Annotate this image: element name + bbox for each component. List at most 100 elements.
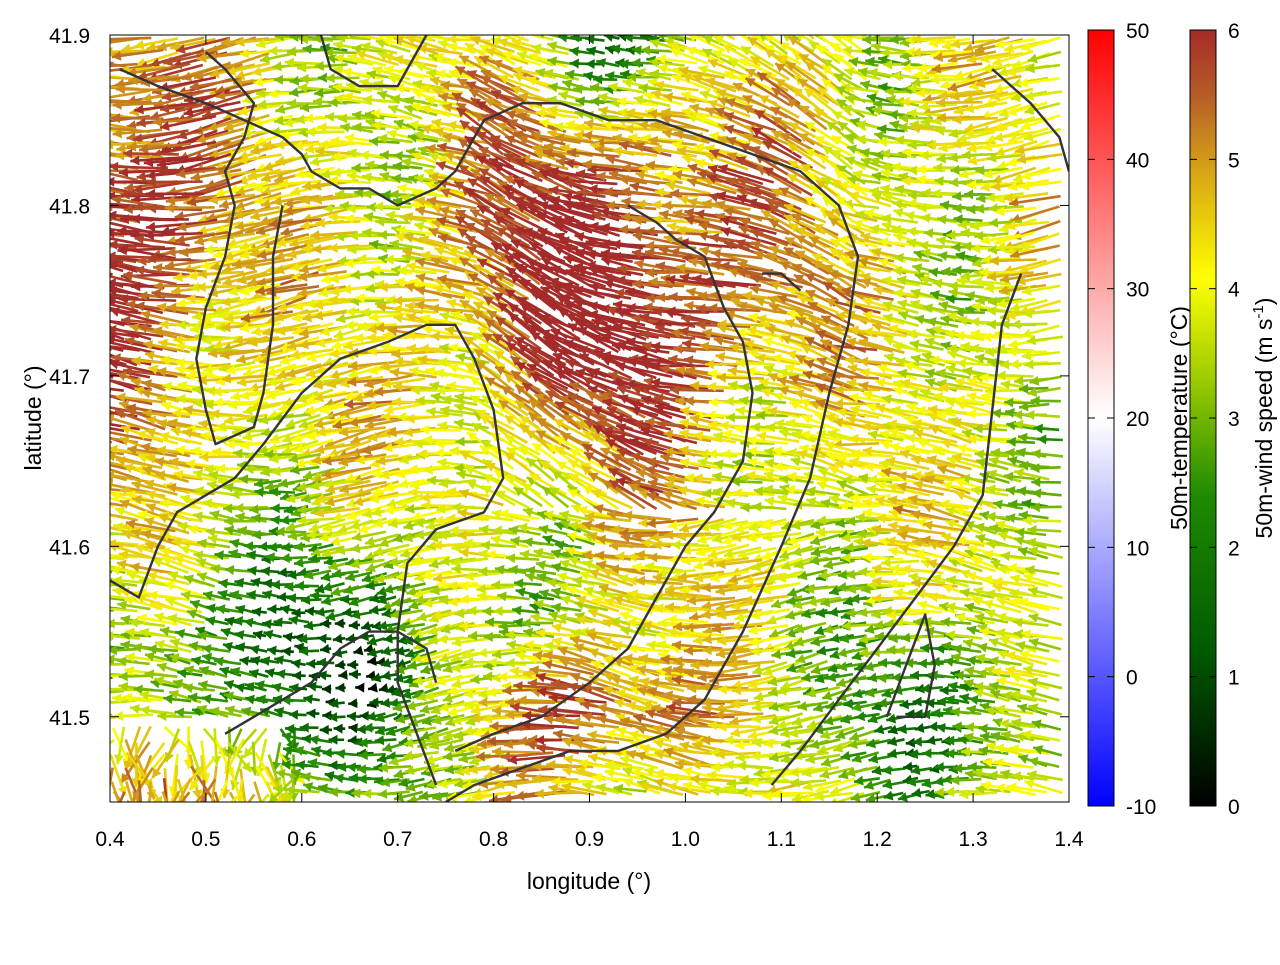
wind-vector-head [80,97,89,107]
wind-vector-head [68,308,78,318]
wind-vector-head [590,96,599,106]
wind-vector-head [397,184,407,194]
wind-vector-head [658,64,668,74]
wind-vector-head [686,287,696,297]
wind-vector-head [58,304,68,313]
wind-vector-head [98,182,108,192]
wind-vector-head [86,62,95,72]
wind-vector-head [56,346,66,356]
wind-vector-head [100,210,110,220]
wind-vector-head [449,343,458,353]
wind-vector-head [849,434,858,444]
wind-vector [56,349,112,363]
wind-vector-head [859,357,868,367]
wind-vector-head [82,250,92,260]
wind-vector-head [872,322,882,332]
wind-vector-head [924,228,933,238]
wind-vector-head [570,59,579,69]
wind-vector-head [62,60,71,70]
wind-vector [60,280,111,300]
wind-vector-head [65,247,75,257]
wind-vector-head [74,443,84,453]
wind-vector-head [95,177,104,187]
wind-vector-head [82,253,92,263]
wind-vector-head [88,432,98,442]
wind-vector [61,139,113,144]
wind-vector-head [787,350,797,360]
wind-vector-head [871,33,880,43]
wind-vector-head [96,374,106,384]
wind-vector-head [890,35,899,45]
wind-vector-head [845,355,854,365]
wind-vector-head [82,325,92,335]
wind-vector-head [727,18,737,27]
wind-vector-head [80,405,90,415]
wind-vector-head [89,39,99,49]
wind-vector-head [630,182,640,192]
wind-vector-head [165,203,174,213]
wind-vector-head [59,319,69,329]
wind-vector [63,461,111,467]
wind-vector-head [318,73,327,83]
wind-vector-head [66,161,76,171]
wind-vector-head [907,226,917,236]
wind-vector-head [289,32,298,42]
wind-vector-head [304,113,313,123]
wind-vector-head [420,425,429,435]
wind-vector-head [89,95,98,105]
wind-vector [65,174,111,183]
wind-vector-head [711,249,720,259]
wind-vector-head [961,228,970,238]
wind-vector-head [82,221,92,231]
wind-vector-head [966,204,975,214]
wind-vector-head [79,176,88,186]
wind-vector-head [604,187,613,197]
wind-vector-head [93,251,103,261]
wind-vector [57,259,112,274]
wind-vector-head [93,232,103,242]
wind-vector-head [64,49,73,59]
wind-vector-head [69,75,78,85]
wind-vector-head [722,449,731,459]
wind-vector-head [970,317,979,327]
wind-vector-head [62,397,72,406]
wind-vector-head [949,177,958,187]
wind-vector [100,38,152,40]
wind-vector [63,430,112,442]
wind-vector-head [668,292,677,302]
wind-vector-head [1025,410,1034,420]
wind-vector-head [329,243,338,253]
wind-vector-head [605,45,615,55]
wind-vector-head [916,164,925,174]
wind-vector-head [100,123,109,133]
wind-vector-head [66,247,76,257]
wind-vector-head [76,148,86,158]
wind-vector-head [970,344,979,354]
wind-vector-head [447,34,456,44]
wind-vector-head [662,201,671,211]
wind-vector-head [601,256,611,266]
wind-vector-head [65,94,75,104]
wind-vector-head [952,115,961,125]
wind-vector-head [641,45,650,55]
wind-vector-head [351,270,360,280]
wind-vector-head [81,274,91,284]
wind-vector-head [462,21,472,30]
wind-vector-head [570,33,579,43]
wind-vector-head [104,414,114,424]
wind-vector-head [94,315,104,325]
wind-vector [55,297,111,311]
wind-vector-head [67,417,77,427]
wind-vector-head [54,445,63,455]
wind-vector-head [989,218,998,228]
wind-vector-head [312,244,321,254]
wind-vector-head [67,334,77,344]
wind-vector-head [709,397,718,407]
wind-vector-head [75,133,85,143]
wind-vector-head [91,50,100,60]
wind-vector-head [92,139,101,149]
wind-vector-head [87,388,97,398]
wind-vector-head [393,151,402,161]
wind-vector-head [274,75,283,85]
